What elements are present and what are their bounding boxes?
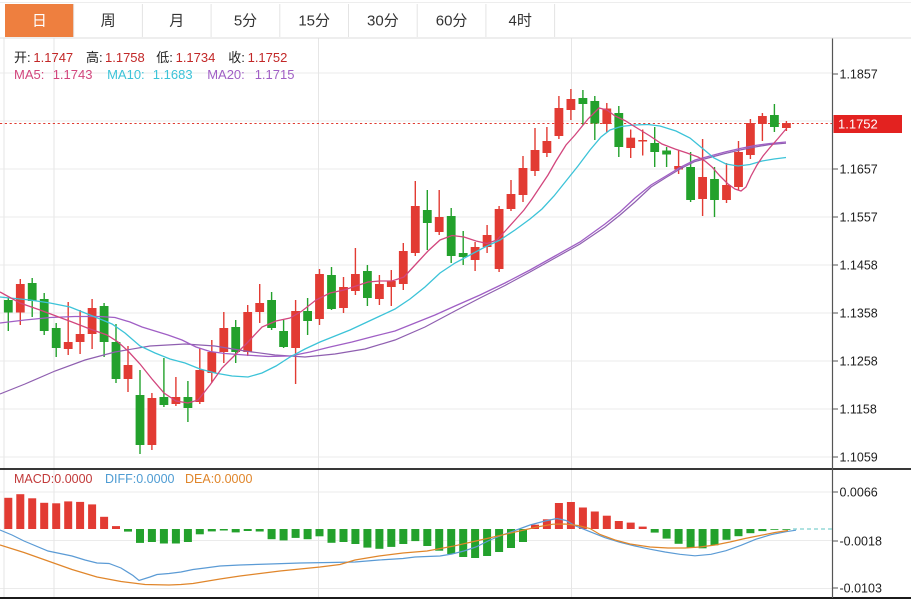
svg-text:60分: 60分 [436, 13, 468, 30]
svg-text:DIFF:0.0000: DIFF:0.0000 [105, 472, 175, 486]
svg-text:0.0066: 0.0066 [840, 486, 878, 500]
svg-text:1.1743: 1.1743 [53, 67, 93, 82]
svg-text:1.1458: 1.1458 [840, 259, 878, 273]
svg-text:1.1158: 1.1158 [840, 403, 877, 417]
svg-text:月: 月 [169, 13, 184, 30]
svg-text:30分: 30分 [367, 13, 399, 30]
svg-text:1.1752: 1.1752 [248, 50, 288, 65]
svg-text:开:: 开: [14, 50, 31, 65]
svg-text:-0.0103: -0.0103 [840, 582, 882, 596]
svg-text:1.1557: 1.1557 [840, 211, 878, 225]
svg-text:MA10:: MA10: [107, 67, 145, 82]
svg-text:1.1734: 1.1734 [176, 50, 216, 65]
svg-text:1.1258: 1.1258 [840, 355, 878, 369]
svg-text:低:: 低: [156, 50, 173, 65]
svg-text:MA20:: MA20: [207, 67, 245, 82]
svg-text:1.1657: 1.1657 [840, 163, 878, 177]
svg-text:周: 周 [101, 13, 116, 30]
svg-text:15分: 15分 [298, 13, 330, 30]
svg-text:高:: 高: [86, 50, 103, 65]
svg-text:1.1758: 1.1758 [105, 50, 145, 65]
svg-text:5分: 5分 [234, 13, 257, 30]
svg-text:1.1747: 1.1747 [33, 50, 73, 65]
svg-text:日: 日 [32, 13, 47, 30]
svg-text:1.1857: 1.1857 [840, 68, 878, 82]
svg-text:-0.0018: -0.0018 [840, 535, 882, 549]
svg-text:MACD:0.0000: MACD:0.0000 [14, 472, 93, 486]
svg-text:1.1715: 1.1715 [255, 67, 295, 82]
svg-text:1.1752: 1.1752 [838, 117, 878, 132]
svg-text:1.1059: 1.1059 [840, 451, 878, 465]
svg-text:4时: 4时 [509, 13, 532, 30]
svg-text:1.1683: 1.1683 [153, 67, 193, 82]
svg-text:DEA:0.0000: DEA:0.0000 [185, 472, 252, 486]
svg-text:1.1358: 1.1358 [840, 307, 878, 321]
svg-text:MA5:: MA5: [14, 67, 44, 82]
svg-text:收:: 收: [228, 50, 245, 65]
